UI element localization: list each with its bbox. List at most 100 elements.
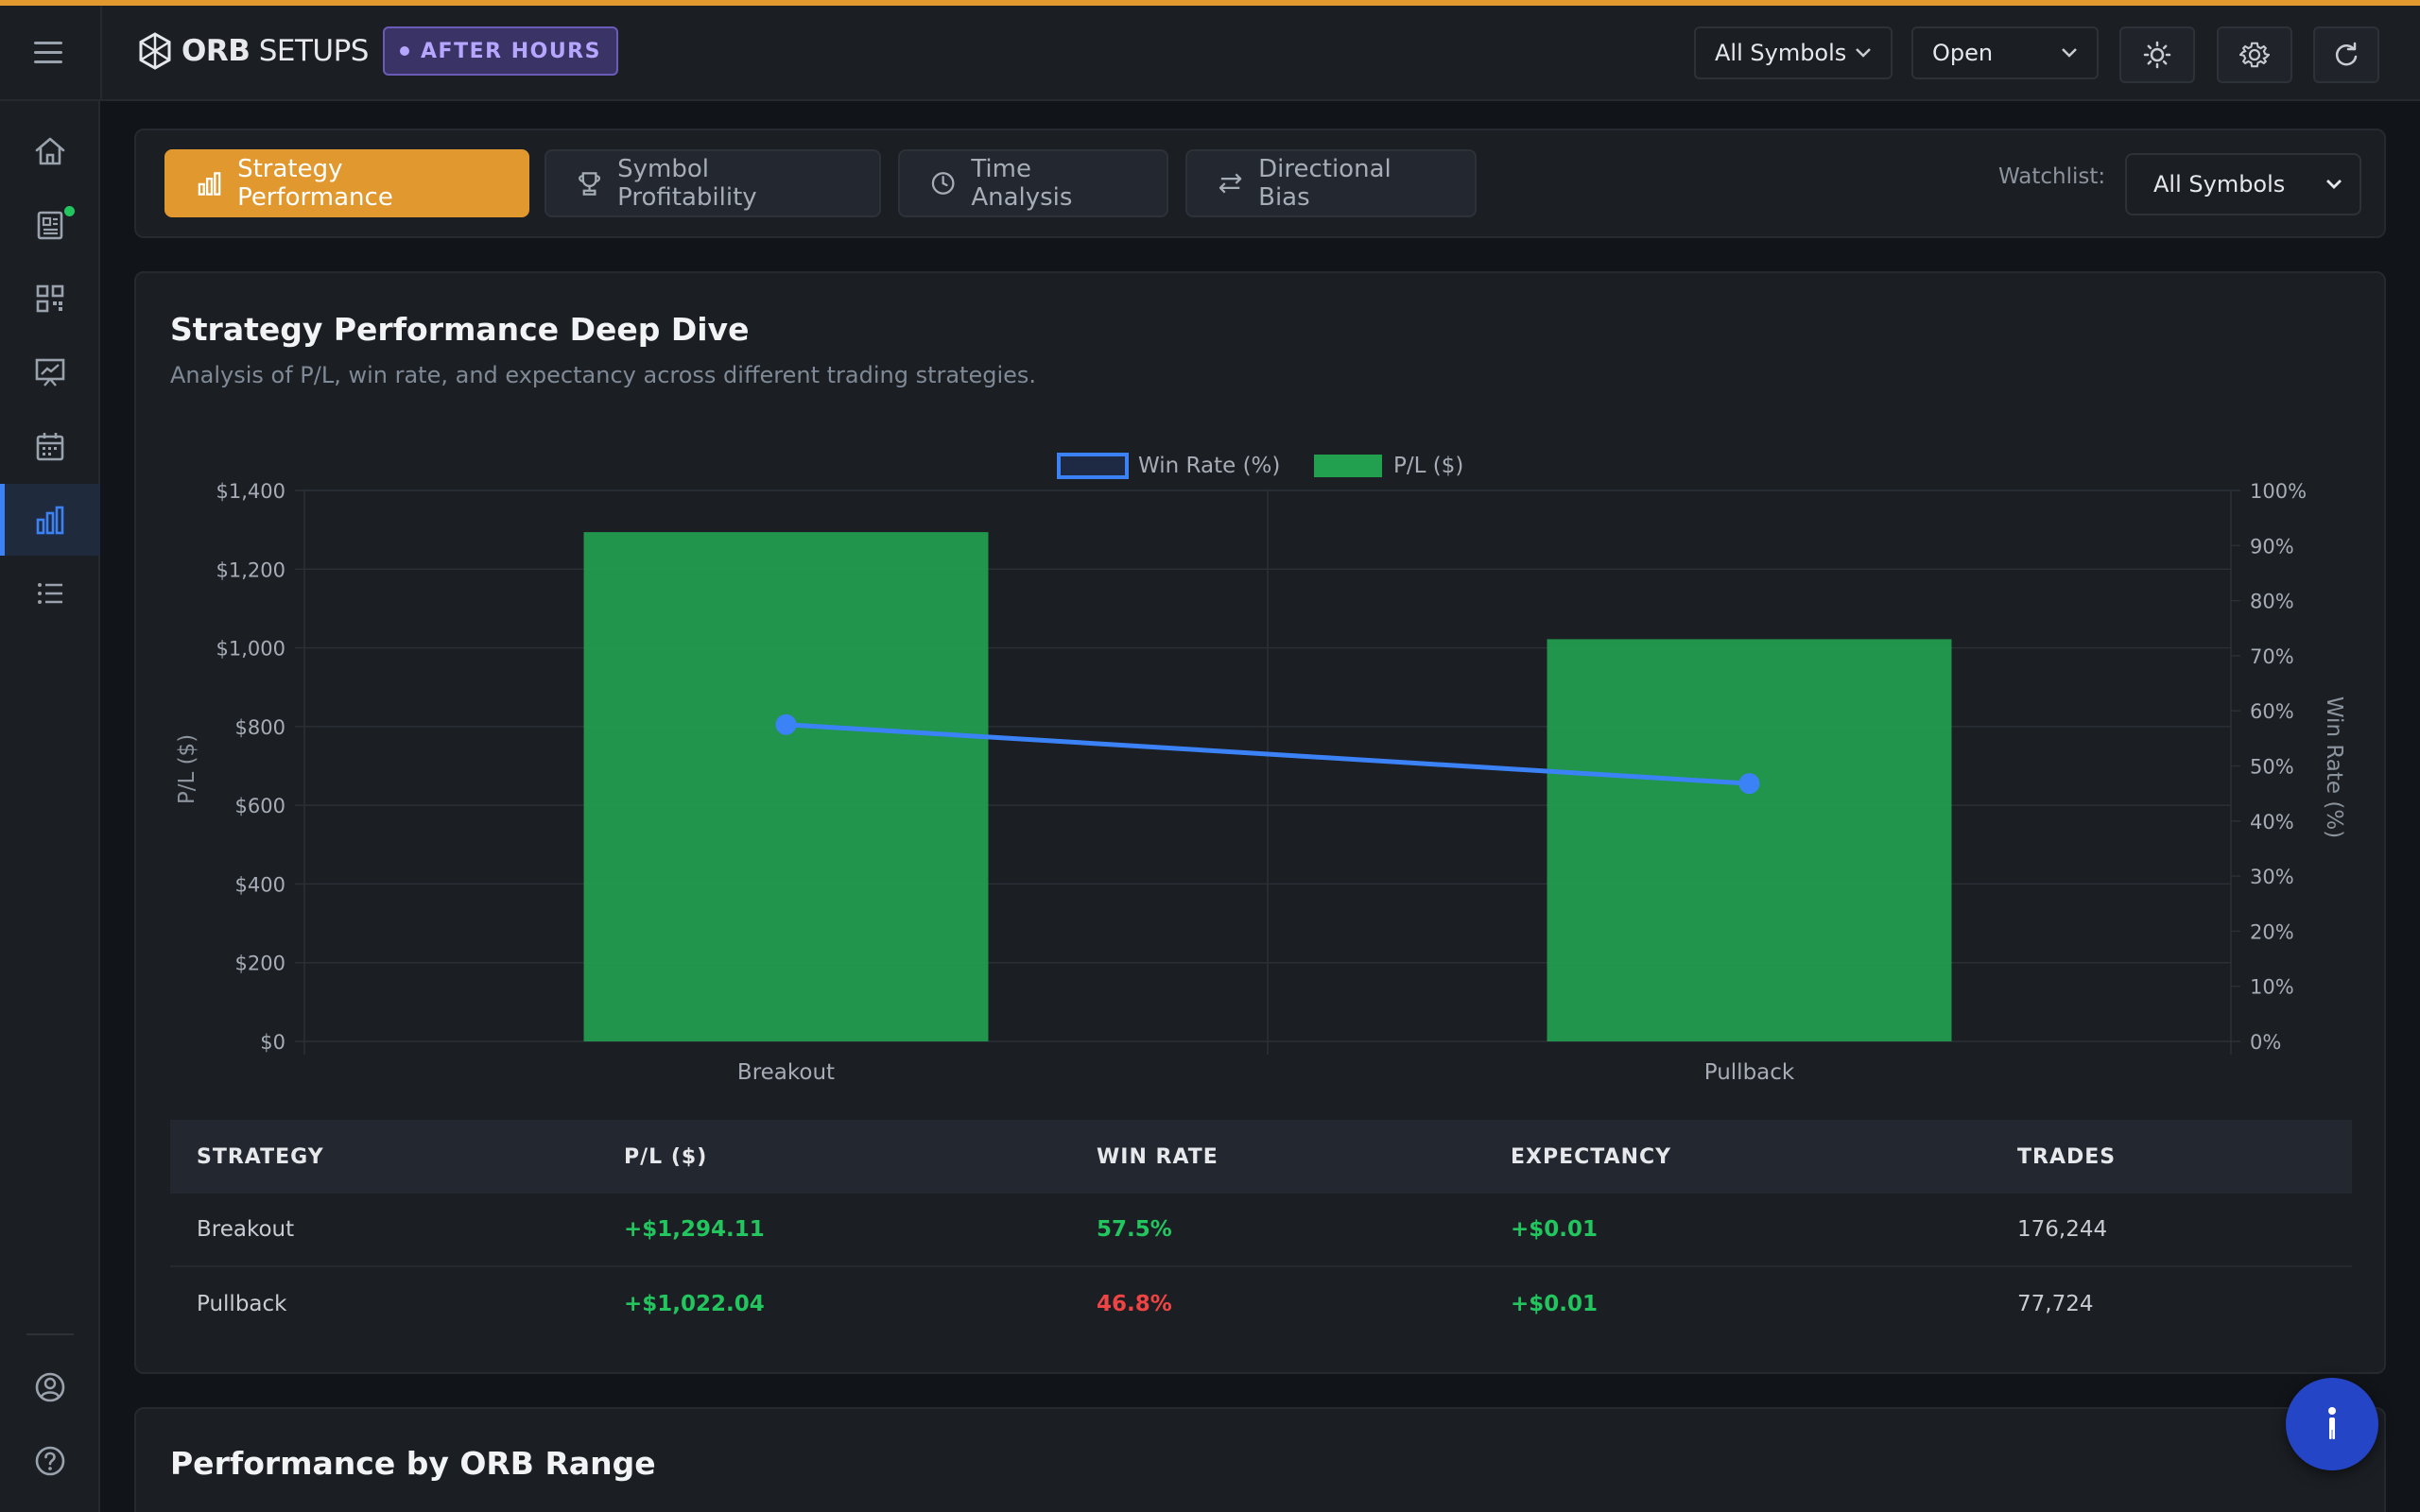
y2-tick-label: 90%	[2250, 535, 2294, 558]
strategy-cell: Breakout	[197, 1217, 295, 1242]
logo-bold-text: ORB	[182, 34, 251, 68]
y2-tick-label: 50%	[2250, 756, 2294, 779]
sidebar-item-home[interactable]	[0, 115, 100, 187]
legend-label-win-rate: Win Rate (%)	[1138, 454, 1280, 478]
tab-label: Directional Bias	[1258, 155, 1392, 212]
y-tick-label: $1,000	[216, 638, 285, 661]
chevron-down-icon	[1856, 48, 1871, 58]
y2-tick-label: 0%	[2250, 1031, 2281, 1054]
trades-cell: 176,244	[2017, 1217, 2108, 1242]
list-icon	[38, 583, 62, 604]
tab-label: Symbol Profitability	[617, 155, 757, 212]
y-tick-label: $400	[235, 873, 285, 896]
table-row[interactable]: Breakout +$1,294.11 57.5% +$0.01 176,244	[170, 1194, 2352, 1267]
refresh-button[interactable]	[2313, 26, 2379, 83]
home-icon	[35, 137, 65, 165]
header-win-rate: WIN RATE	[1097, 1144, 1219, 1169]
refresh-icon	[2335, 42, 2358, 66]
sidebar-item-profile[interactable]	[0, 1351, 100, 1423]
table-header-row: STRATEGY P/L ($) WIN RATE EXPECTANCY TRA…	[170, 1120, 2352, 1194]
expectancy-cell: +$0.01	[1511, 1217, 1599, 1242]
tab-label: Strategy Performance	[237, 155, 393, 212]
calendar-icon	[36, 433, 64, 461]
user-circle-icon	[35, 1372, 65, 1402]
y2-tick-label: 20%	[2250, 920, 2294, 943]
tab-symbol-profitability[interactable]: Symbol Profitability	[544, 149, 881, 217]
presentation-chart-icon	[35, 358, 65, 387]
status-filter-select[interactable]: Open	[1911, 26, 2099, 79]
header-divider	[100, 6, 102, 101]
clock-icon	[931, 172, 955, 195]
watchlist-select[interactable]: All Symbols	[2125, 153, 2361, 215]
top-accent-stripe	[0, 0, 2420, 6]
watchlist-value: All Symbols	[2153, 171, 2286, 198]
tab-directional-bias[interactable]: Directional Bias	[1185, 149, 1477, 217]
notification-dot-icon	[64, 206, 75, 216]
orb-range-card: Performance by ORB Range	[134, 1407, 2386, 1512]
y-tick-label: $600	[235, 795, 285, 817]
sidebar	[0, 101, 100, 1512]
accessibility-button[interactable]	[2286, 1378, 2378, 1470]
sidebar-item-presentation[interactable]	[0, 336, 100, 408]
settings-button[interactable]	[2217, 26, 2292, 83]
symbol-filter-select[interactable]: All Symbols	[1694, 26, 1893, 79]
x-tick-label: Breakout	[737, 1060, 835, 1085]
trophy-icon	[579, 172, 601, 196]
sidebar-item-news[interactable]	[0, 189, 100, 261]
header-trades: TRADES	[2017, 1144, 2117, 1169]
market-status-badge: AFTER HOURS	[383, 26, 618, 76]
sidebar-item-scanner[interactable]	[0, 263, 100, 335]
y2-tick-label: 10%	[2250, 976, 2294, 999]
y2-tick-label: 80%	[2250, 591, 2294, 613]
tab-strategy-performance[interactable]: Strategy Performance	[164, 149, 529, 217]
win-rate-cell: 46.8%	[1097, 1292, 1172, 1316]
header-strategy: STRATEGY	[197, 1144, 324, 1169]
menu-icon[interactable]	[34, 42, 62, 64]
x-tick-label: Pullback	[1704, 1060, 1795, 1085]
bar-pl-pullback	[1547, 639, 1952, 1041]
legend-swatch-win-rate	[1057, 453, 1129, 479]
logo-light-text: SETUPS	[258, 34, 370, 68]
y-axis-label: P/L ($)	[175, 734, 199, 804]
arrows-exchange-icon	[1219, 173, 1242, 194]
chart-legend: Win Rate (%) P/L ($)	[1057, 453, 1463, 479]
status-filter-value: Open	[1932, 40, 1994, 66]
bar-pl-breakout	[583, 532, 989, 1041]
bar-chart-icon	[198, 172, 221, 196]
trades-cell: 77,724	[2017, 1292, 2094, 1316]
analysis-tabs-bar: Strategy Performance Symbol Profitabilit…	[134, 129, 2386, 238]
sidebar-item-calendar[interactable]	[0, 410, 100, 482]
strategy-table: STRATEGY P/L ($) WIN RATE EXPECTANCY TRA…	[170, 1120, 2352, 1341]
market-status-label: AFTER HOURS	[421, 39, 601, 63]
y2-tick-label: 40%	[2250, 811, 2294, 833]
orb-logo-icon	[139, 32, 171, 70]
newspaper-icon	[37, 211, 63, 240]
win-rate-point-pullback	[1738, 773, 1760, 795]
y-tick-label: $1,400	[216, 480, 285, 503]
chevron-down-icon	[2326, 180, 2342, 189]
table-row[interactable]: Pullback +$1,022.04 46.8% +$0.01 77,724	[170, 1267, 2352, 1341]
section-subtitle: Analysis of P/L, win rate, and expectanc…	[170, 362, 1037, 388]
legend-label-pl: P/L ($)	[1393, 454, 1463, 478]
y2-tick-label: 60%	[2250, 700, 2294, 723]
header-expectancy: EXPECTANCY	[1511, 1144, 1672, 1169]
chevron-down-icon	[2062, 48, 2077, 58]
y-tick-label: $800	[235, 716, 285, 739]
sun-icon	[2143, 41, 2171, 69]
sidebar-item-list[interactable]	[0, 558, 100, 629]
app-logo[interactable]: ORB SETUPS	[138, 32, 369, 70]
accessibility-icon	[2328, 1407, 2336, 1439]
sidebar-item-analytics[interactable]	[0, 484, 100, 556]
bar-chart-icon	[36, 506, 64, 535]
theme-toggle-button[interactable]	[2119, 26, 2195, 83]
help-circle-icon	[35, 1446, 65, 1476]
symbol-filter-value: All Symbols	[1715, 40, 1847, 66]
legend-swatch-pl	[1314, 455, 1382, 477]
y2-tick-label: 100%	[2250, 480, 2307, 503]
tab-time-analysis[interactable]: Time Analysis	[898, 149, 1168, 217]
y2-tick-label: 70%	[2250, 645, 2294, 668]
tab-label: Time Analysis	[971, 155, 1073, 212]
header-pl: P/L ($)	[624, 1144, 708, 1169]
win-rate-cell: 57.5%	[1097, 1217, 1172, 1242]
sidebar-item-help[interactable]	[0, 1425, 100, 1497]
